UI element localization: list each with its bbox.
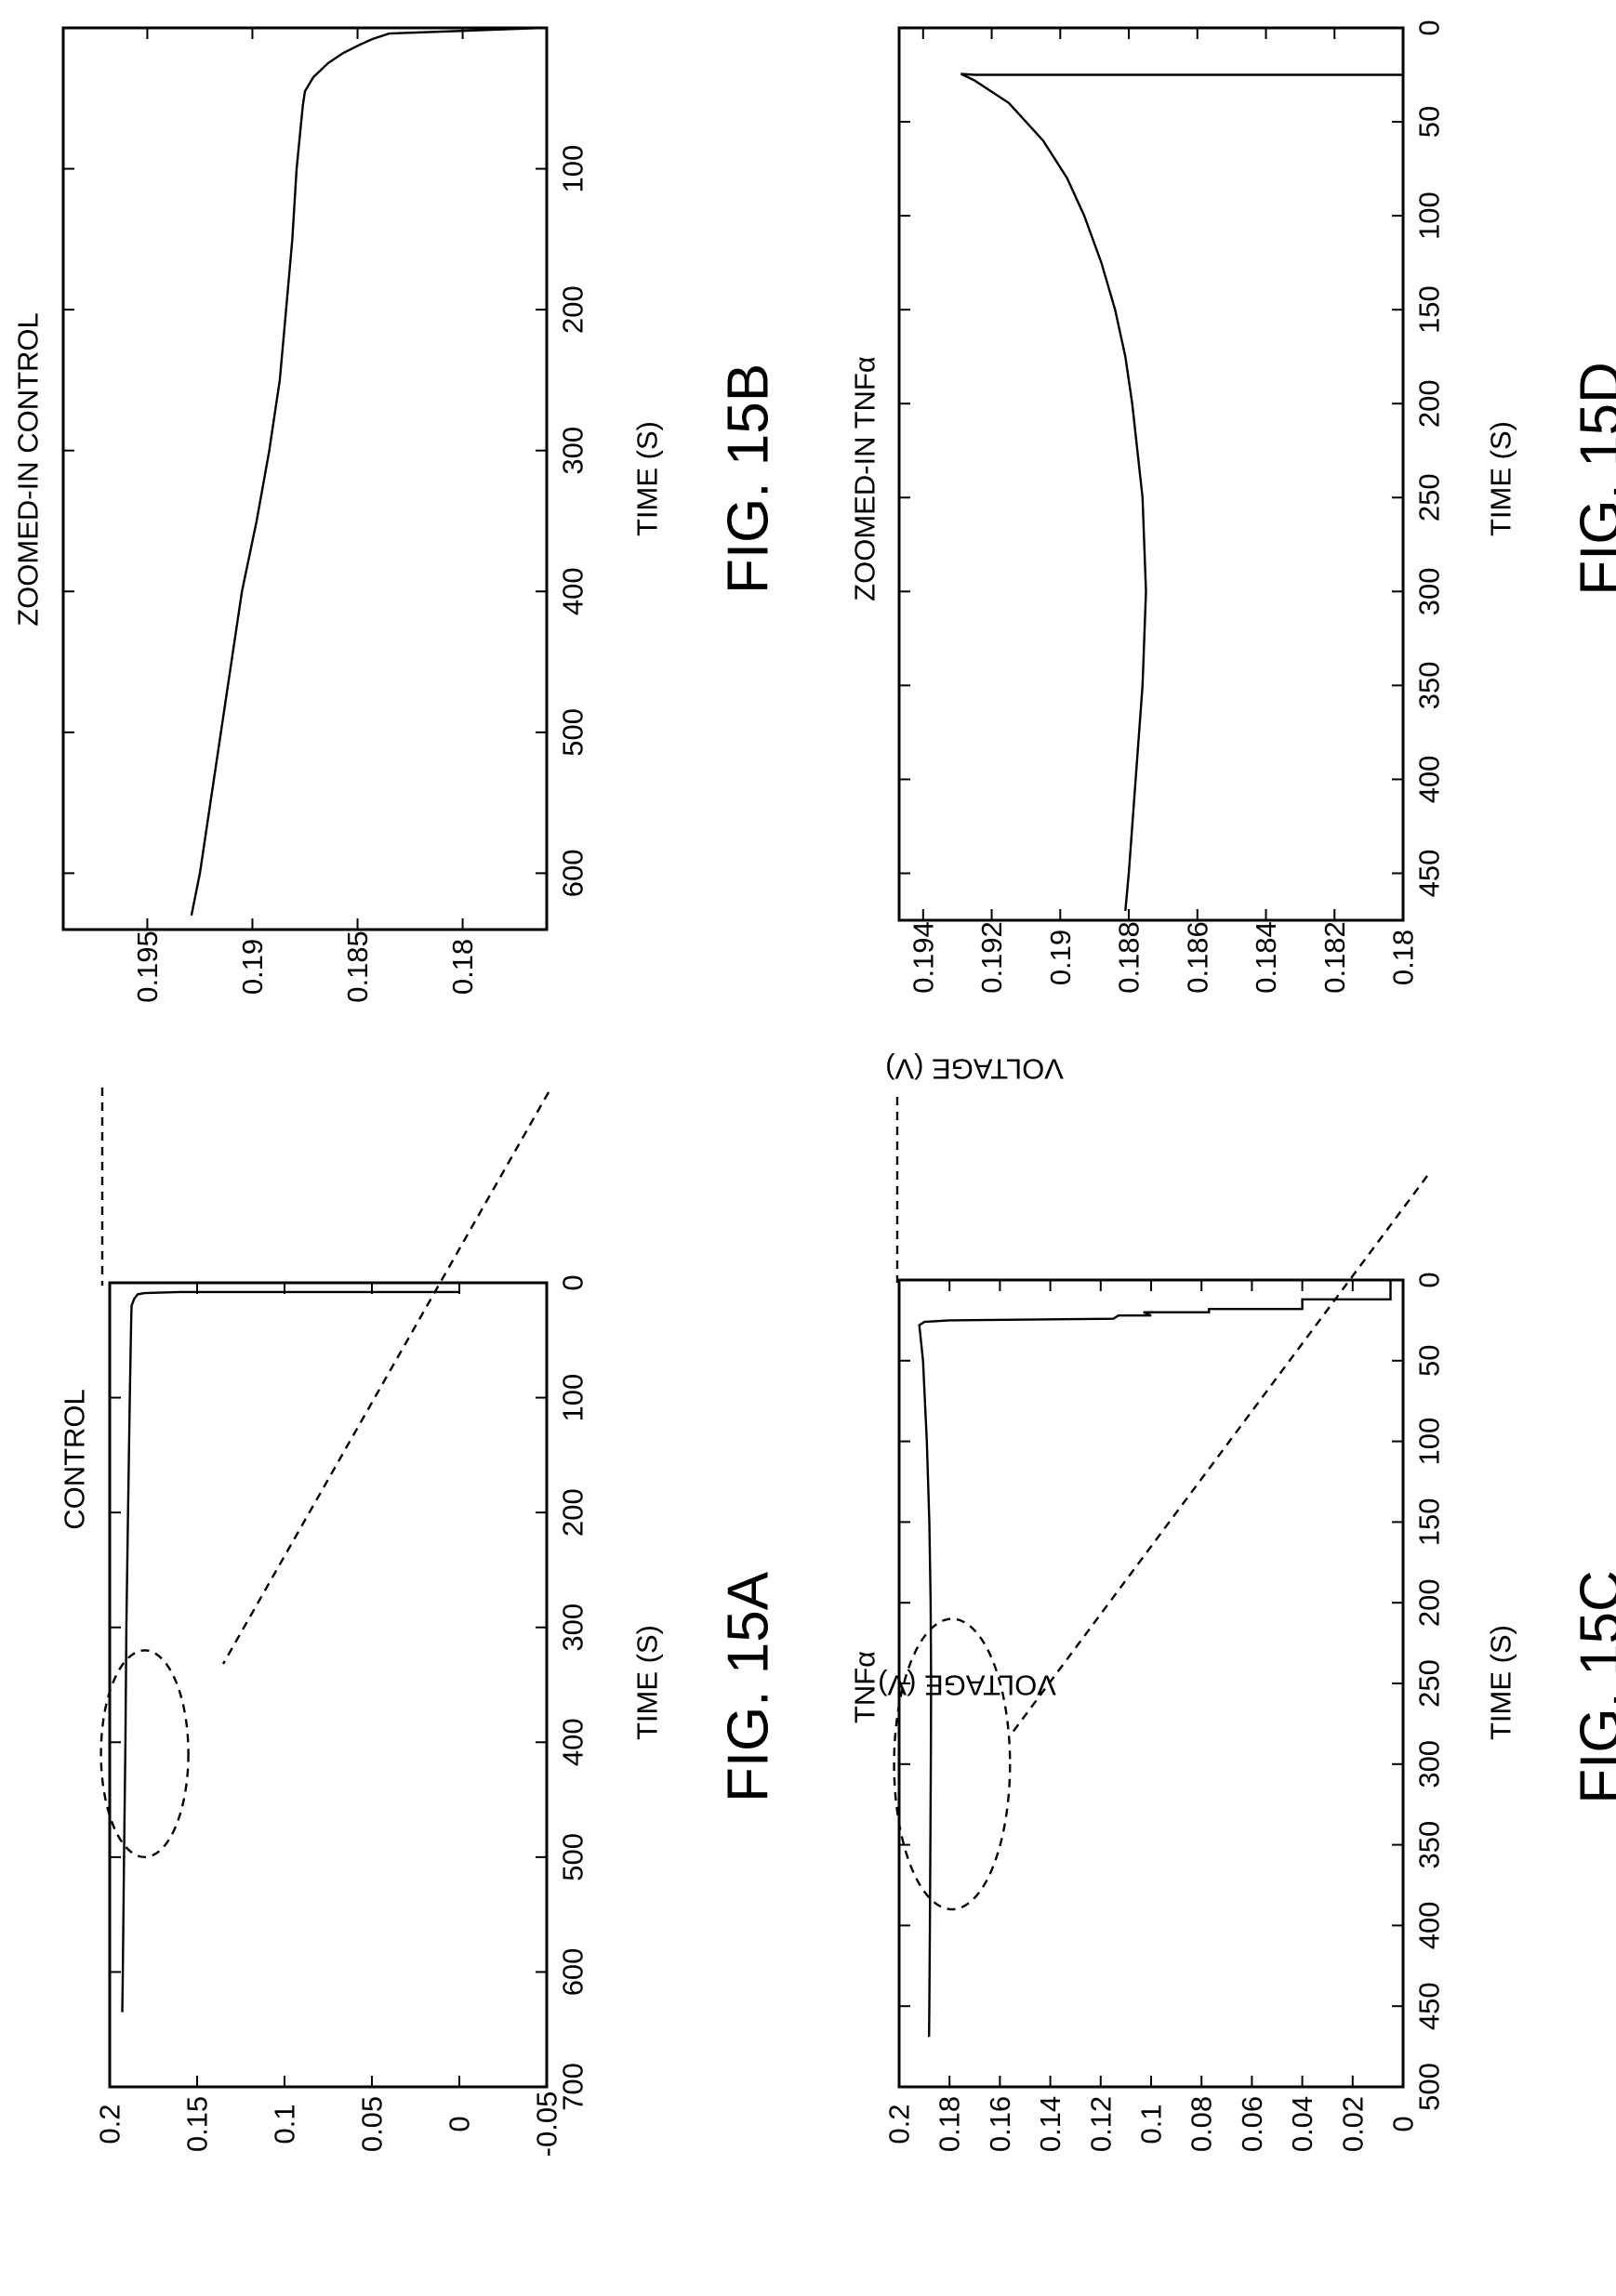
figure-label: FIG. 15A <box>717 1571 781 1802</box>
x-tick-label: 50 <box>1413 1345 1446 1377</box>
y-axis-label: VOLTAGE (V) <box>885 1053 1064 1086</box>
x-tick-label: 400 <box>557 1718 589 1766</box>
chart-title: TNFα <box>849 1651 881 1723</box>
y-tick-label: 0.184 <box>1250 921 1282 994</box>
y-tick-label: 0 <box>444 2116 476 2131</box>
y-tick-label: 0.18 <box>446 939 479 995</box>
series-line-0 <box>190 26 543 917</box>
x-tick-label: 400 <box>557 567 589 615</box>
x-tick-label: 200 <box>557 1488 589 1537</box>
x-tick-label: 0 <box>1413 1272 1446 1287</box>
zoom-connector-diagonal-15c <box>1011 1175 1428 1735</box>
x-tick-label: 200 <box>1413 1578 1446 1627</box>
zoom-region-ellipse <box>893 1617 1012 1911</box>
x-tick-label: 150 <box>1413 1498 1446 1547</box>
figure-label: FIG. 15D <box>1570 362 1616 596</box>
x-tick-label: 400 <box>1413 756 1446 804</box>
x-tick-label: 400 <box>1413 1902 1446 1950</box>
y-tick-label: 0.18 <box>934 2096 966 2152</box>
x-tick-label: 450 <box>1413 1982 1446 2030</box>
y-tick-label: -0.05 <box>531 2091 563 2157</box>
chart-title: ZOOMED-IN TNFα <box>849 356 881 601</box>
y-tick-label: 0.12 <box>1084 2096 1117 2152</box>
x-tick-label: 100 <box>557 145 589 193</box>
x-tick-label: 50 <box>1413 106 1446 138</box>
y-axis-label: VOLTAGE (V) <box>878 1669 1056 1702</box>
zoom-connector-diagonal-15a <box>221 1091 550 1665</box>
x-axis-label: TIME (S) <box>631 1625 664 1740</box>
figure-label: FIG. 15B <box>717 363 781 594</box>
x-tick-label: 450 <box>1413 850 1446 898</box>
x-tick-label: 500 <box>557 1833 589 1881</box>
x-tick-label: 300 <box>557 427 589 475</box>
y-tick-label: 0.182 <box>1318 921 1351 994</box>
y-tick-label: 0.186 <box>1181 921 1213 994</box>
y-tick-label: 0.2 <box>883 2104 916 2144</box>
y-tick-label: 0.18 <box>1387 930 1420 985</box>
x-tick-label: 200 <box>557 285 589 334</box>
figure-15c: 0 50 100 150 200 250 300 350 400 450 500 0.2 0.18 0.1… <box>849 1272 1616 2152</box>
y-tick-label: 0.194 <box>907 921 939 994</box>
plot-frame <box>108 1281 549 2089</box>
chart-title: ZOOMED-IN CONTROL <box>12 312 45 627</box>
x-tick-label: 350 <box>1413 1821 1446 1869</box>
figure-label: FIG. 15C <box>1570 1570 1616 1804</box>
x-tick-label: 300 <box>557 1603 589 1652</box>
y-tick-label: 0.1 <box>1135 2104 1168 2144</box>
x-tick-label: 500 <box>1413 2063 1446 2111</box>
y-tick-label: 0.14 <box>1034 2096 1066 2152</box>
x-tick-label: 100 <box>1413 191 1446 240</box>
series-line-0 <box>121 1290 459 2012</box>
x-tick-label: 100 <box>1413 1418 1446 1466</box>
y-tick-label: 0.185 <box>341 930 374 1003</box>
y-tick-label: 0.04 <box>1286 2096 1318 2152</box>
x-axis-label: TIME (S) <box>1485 421 1517 536</box>
y-tick-label: 0.15 <box>181 2096 214 2152</box>
x-tick-label: 200 <box>1413 379 1446 428</box>
x-tick-label: 350 <box>1413 662 1446 710</box>
y-tick-label: 0.188 <box>1113 921 1146 994</box>
x-axis-label: TIME (S) <box>631 421 664 536</box>
series-line-0 <box>918 1280 1392 2038</box>
figure-15a: 0 100 200 300 400 500 600 700 0.2 0.15 0.1 0.05 0 -0.… <box>59 1274 1056 2157</box>
x-tick-label: 300 <box>1413 567 1446 615</box>
y-tick-label: 0.02 <box>1336 2096 1369 2152</box>
figure-15d: 0 50 100 150 200 250 300 350 400 450 0.194 0.192 0.1… <box>849 20 1616 994</box>
x-axis-label: TIME (S) <box>1485 1625 1517 1740</box>
y-tick-label: 0.06 <box>1236 2096 1268 2152</box>
y-tick-label: 0.19 <box>236 939 269 995</box>
plot-frame <box>61 26 549 931</box>
y-tick-label: 0.05 <box>356 2096 389 2152</box>
y-tick-label: 0.195 <box>131 930 164 1003</box>
x-tick-label: 600 <box>557 850 589 898</box>
x-tick-label: 150 <box>1413 285 1446 334</box>
series-line-0 <box>960 73 1403 912</box>
x-tick-label: 600 <box>557 1948 589 1997</box>
x-tick-label: 250 <box>1413 1659 1446 1708</box>
y-tick-label: 0.16 <box>984 2096 1016 2152</box>
plot-frame <box>897 26 1405 922</box>
x-tick-label: 0 <box>1413 20 1446 35</box>
zoom-region-ellipse <box>99 1649 190 1859</box>
y-tick-label: 0.08 <box>1186 2096 1218 2152</box>
x-tick-label: 0 <box>557 1274 589 1290</box>
x-tick-label: 100 <box>557 1374 589 1422</box>
y-tick-label: 0.2 <box>94 2104 126 2144</box>
x-tick-label: 250 <box>1413 473 1446 521</box>
y-tick-label: 0.192 <box>975 921 1008 994</box>
y-tick-label: 0 <box>1387 2116 1420 2131</box>
figure-15b: 100 200 300 400 500 600 0.195 0.19 0.185 0.18 ZOOM… <box>12 26 1064 1086</box>
y-tick-label: 0.19 <box>1044 930 1077 985</box>
x-tick-label: 500 <box>557 708 589 757</box>
x-tick-label: 300 <box>1413 1740 1446 1788</box>
x-tick-label: 700 <box>557 2063 589 2111</box>
y-tick-label: 0.1 <box>269 2104 301 2144</box>
chart-title: CONTROL <box>59 1389 91 1530</box>
